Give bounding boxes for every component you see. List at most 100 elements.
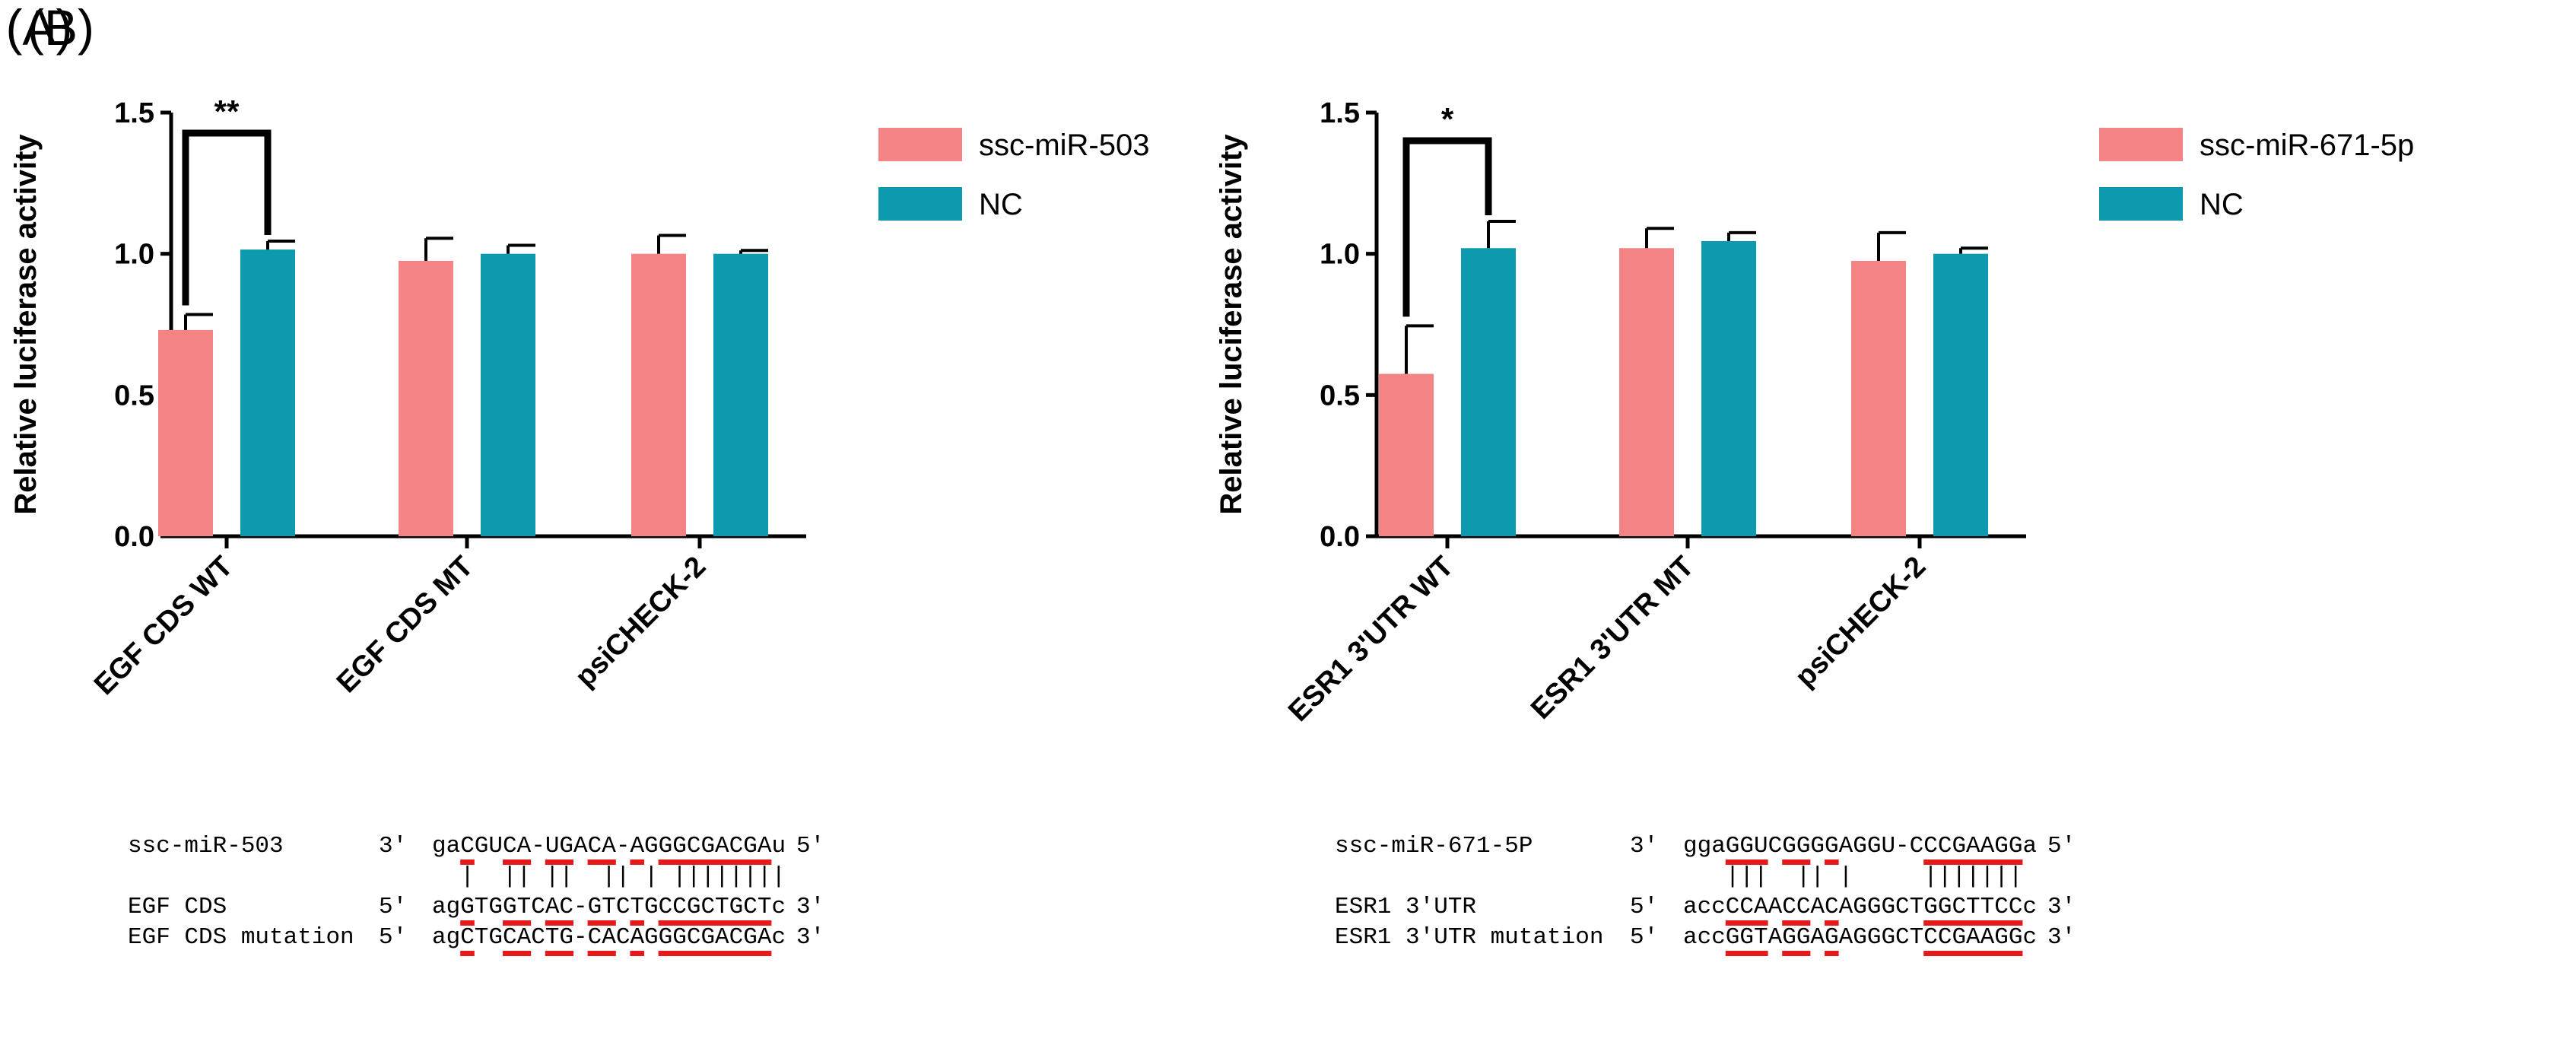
alignment-name: ESR1 3'UTR mutation [1335, 924, 1603, 951]
y-tick-label: 1.0 [1320, 239, 1360, 271]
x-tick-label: ESR1 3'UTR WT [1282, 551, 1460, 728]
mutation-marker [503, 920, 532, 926]
mutation-marker [630, 920, 644, 926]
mutation-marker [1923, 859, 2023, 865]
y-tick-label: 1.5 [1320, 97, 1360, 129]
mutation-marker [658, 920, 772, 926]
alignment-name: EGF CDS [128, 894, 227, 920]
mutation-marker [587, 859, 616, 865]
mutation-marker [587, 951, 616, 956]
legend-swatch [2099, 187, 2183, 221]
legend-swatch [878, 187, 962, 221]
significance-label: ** [214, 94, 240, 129]
y-axis-title: Relative luciferase activity [9, 134, 43, 515]
mutation-marker [1782, 859, 1811, 865]
significance-label: * [1441, 101, 1454, 137]
x-tick-label: psiCHECK-2 [569, 551, 712, 694]
bar-treatment [1851, 260, 1906, 536]
alignment-end-5: 3' [1630, 833, 1658, 859]
mutation-marker [460, 951, 475, 956]
bar-nc [713, 253, 768, 536]
y-tick-label: 0.0 [114, 521, 154, 553]
mutation-marker [545, 859, 573, 865]
alignment-end-3: 3' [2047, 894, 2076, 920]
alignment-sequence: accCCAACCACAGGGCTGGCTTCCc [1683, 894, 2037, 920]
y-tick-label: 1.0 [114, 239, 154, 271]
mutation-marker [460, 920, 475, 926]
y-tick-label: 0.0 [1320, 521, 1360, 553]
mutation-marker [1923, 951, 2023, 956]
mutation-marker [658, 951, 772, 956]
legend-label: NC [2200, 188, 2244, 221]
alignment-end-5: 5' [1630, 894, 1658, 920]
x-tick-label: psiCHECK-2 [1789, 551, 1932, 694]
legend-label: NC [979, 188, 1023, 221]
legend-label: ssc-miR-503 [979, 129, 1149, 162]
mutation-marker [630, 951, 644, 956]
mutation-marker [658, 859, 772, 865]
alignment-name: ssc-miR-503 [128, 833, 284, 859]
alignment-name: EGF CDS mutation [128, 924, 354, 951]
bar-treatment [631, 253, 686, 536]
alignment-sequence: ||| || | ||||||| [1683, 863, 2022, 890]
alignment-sequence: accGGTAGGAGAGGGCTCCGAAGGc [1683, 924, 2037, 951]
x-tick-label: EGF CDS MT [331, 551, 479, 699]
bar-nc [1701, 240, 1756, 536]
mutation-marker [1825, 951, 1839, 956]
alignment-end-3: 3' [796, 894, 824, 920]
significance-bracket [182, 129, 272, 306]
mutation-marker [503, 951, 532, 956]
y-axis-title: Relative luciferase activity [1215, 134, 1248, 515]
bar-treatment [1619, 248, 1674, 536]
alignment-sequence: agGTGGTCAC-GTCTGCCGCTGCTc [432, 894, 786, 920]
legend-swatch [2099, 128, 2183, 161]
y-tick-label: 0.5 [1320, 380, 1360, 411]
alignment-end-5: 5' [1630, 924, 1658, 951]
bar-nc [240, 249, 295, 536]
mutation-marker [1725, 920, 1768, 926]
bar-nc [1933, 253, 1988, 536]
alignment-end-3: 3' [2047, 924, 2076, 951]
alignment-name: ssc-miR-671-5P [1335, 833, 1533, 859]
bar-treatment [1379, 373, 1434, 536]
mutation-marker [460, 859, 475, 865]
mutation-marker [545, 951, 573, 956]
mutation-marker [1725, 859, 1768, 865]
panel-a: (A) 0.0 0.5 1.0 1.5 Relative luciferase activ… [6, 0, 1149, 956]
bar-nc [481, 253, 535, 536]
alignment-end-3: 5' [2047, 833, 2076, 859]
mutation-marker [1782, 951, 1811, 956]
x-tick-label: ESR1 3'UTR MT [1525, 551, 1700, 726]
x-tick-label: EGF CDS WT [88, 551, 239, 701]
alignment-sequence: gaCGUCA-UGACA-AGGGCGACGAu [432, 833, 786, 859]
bar-treatment [399, 260, 453, 536]
alignment-sequence: agCTGCACTG-CACAGGGCGACGAc [432, 924, 786, 951]
mutation-marker [1725, 951, 1768, 956]
alignment-sequence: ggaGGUCGGGGAGGU-CCCGAAGGa [1683, 833, 2037, 859]
panel-label: (A) [6, 0, 73, 56]
bar-nc [1461, 248, 1516, 536]
mutation-marker [630, 859, 644, 865]
mutation-marker [587, 920, 616, 926]
legend-swatch [878, 128, 962, 161]
mutation-marker [1825, 920, 1839, 926]
mutation-marker [503, 859, 532, 865]
significance-bracket [1402, 137, 1492, 317]
alignment-name: ESR1 3'UTR [1335, 894, 1476, 920]
alignment-end-3: 5' [796, 833, 824, 859]
alignment-end-3: 3' [796, 924, 824, 951]
panel-b: (B) 0.0 0.5 1.0 1.5 Relative luciferase activ… [27, 0, 2414, 956]
legend-label: ssc-miR-671-5p [2200, 129, 2414, 162]
mutation-marker [1782, 920, 1811, 926]
y-tick-label: 0.5 [114, 380, 154, 411]
alignment-end-5: 5' [379, 894, 407, 920]
alignment-end-5: 3' [379, 833, 407, 859]
alignment-sequence: | || || || | |||||||| [432, 863, 786, 890]
y-tick-label: 1.5 [114, 97, 154, 129]
mutation-marker [545, 920, 573, 926]
mutation-marker [1825, 859, 1839, 865]
panel-label: (B) [27, 0, 94, 56]
alignment-end-5: 5' [379, 924, 407, 951]
mutation-marker [1923, 920, 2023, 926]
